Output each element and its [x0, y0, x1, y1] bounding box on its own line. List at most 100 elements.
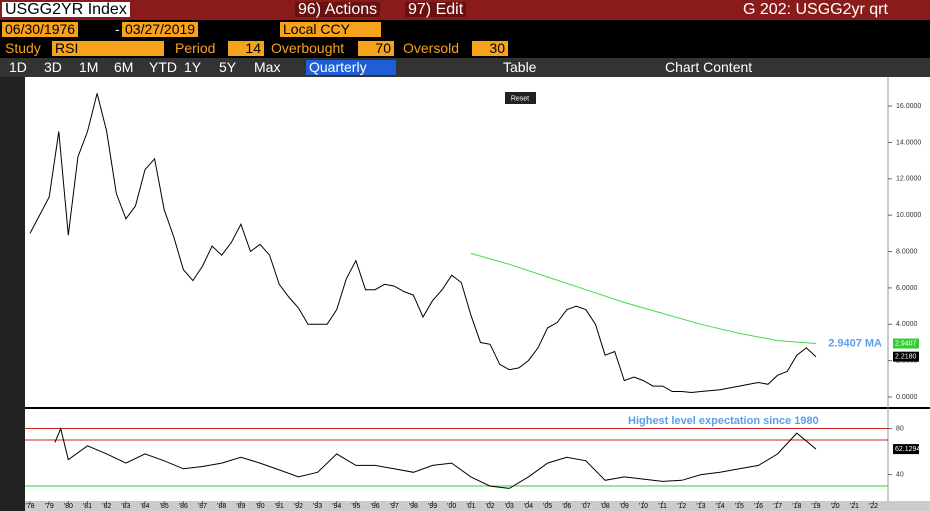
x-tick-label: '83: [121, 503, 130, 510]
x-tick-label: '84: [140, 503, 149, 510]
side-toolbar: [0, 77, 25, 511]
x-tick-label: '17: [773, 503, 782, 510]
x-tick-label: '99: [428, 503, 437, 510]
study-bar: Study RSI Period 14 Overbought 70 Overso…: [0, 39, 930, 58]
x-tick-label: '91: [275, 503, 284, 510]
series-line: [29, 93, 817, 394]
study[interactable]: RSI: [52, 41, 164, 56]
x-tick-label: '11: [658, 503, 667, 510]
last-value-tag: [893, 338, 919, 349]
y-tick-label: 10.0000: [896, 212, 921, 219]
y-tick-label: 6.0000: [896, 285, 918, 292]
ticker[interactable]: USGG2YR Index: [2, 2, 130, 18]
x-tick-label: '00: [447, 503, 456, 510]
last-value-label: 2.9407: [895, 340, 917, 347]
oversold[interactable]: 30: [472, 41, 508, 56]
x-tick-label: '04: [524, 503, 533, 510]
series-line: [54, 427, 817, 489]
last-value-label: 62.1294: [895, 446, 920, 453]
range-button[interactable]: 1Y: [184, 59, 202, 75]
x-tick-label: '06: [562, 503, 571, 510]
x-tick-label: '12: [677, 503, 686, 510]
x-tick-label: '15: [735, 503, 744, 510]
x-tick-label: '03: [505, 503, 514, 510]
x-tick-label: '86: [179, 503, 188, 510]
reset-button[interactable]: [505, 92, 536, 104]
actions-menu[interactable]: 96) Actions: [295, 2, 381, 18]
x-tick-label: '96: [370, 503, 379, 510]
range-button[interactable]: 1M: [79, 59, 99, 75]
y-tick-label: 4.0000: [896, 321, 918, 328]
x-tick-label: '09: [620, 503, 629, 510]
overbought-label: Overbought: [271, 40, 345, 56]
x-tick-label: '02: [486, 503, 495, 510]
x-tick-label: '98: [409, 503, 418, 510]
x-tick-label: '79: [45, 503, 54, 510]
x-tick-label: '88: [217, 503, 226, 510]
range-bar: Quarterly Table Chart Content 1D 3D 1M 6M YT…: [0, 58, 930, 77]
x-tick-label: '08: [601, 503, 610, 510]
title-bar: USGG2YR Index 96) Actions 97) Edit G 202…: [0, 0, 930, 20]
frequency[interactable]: Quarterly: [306, 60, 396, 75]
x-tick-label: '18: [792, 503, 801, 510]
range-button[interactable]: 5Y: [219, 59, 237, 75]
x-tick-label: '92: [294, 503, 303, 510]
range-button[interactable]: 3D: [44, 59, 62, 75]
y-tick-label: 16.0000: [896, 103, 921, 110]
x-tick-label: '20: [831, 503, 840, 510]
x-tick-label: '95: [351, 503, 360, 510]
x-tick-label: '87: [198, 503, 207, 510]
x-tick-label: '97: [390, 503, 399, 510]
range-button[interactable]: 1D: [9, 59, 27, 75]
y-tick-label: 8.0000: [896, 248, 918, 255]
range-button[interactable]: 6M: [114, 59, 134, 75]
y-tick-label: 14.0000: [896, 139, 921, 146]
annotation: Highest level expectation since 1980: [628, 415, 819, 427]
page-title: G 202: USGG2yr qrt: [743, 1, 888, 18]
x-axis-band: [25, 501, 930, 511]
end-date[interactable]: 03/27/2019: [122, 22, 199, 37]
x-tick-label: '14: [716, 503, 725, 510]
table-button[interactable]: Table: [503, 59, 537, 75]
x-tick-label: '82: [102, 503, 111, 510]
range-button[interactable]: YTD: [149, 59, 177, 75]
x-tick-label: '22: [869, 503, 878, 510]
x-tick-label: '85: [160, 503, 169, 510]
x-tick-label: '80: [64, 503, 73, 510]
overbought[interactable]: 70: [358, 41, 394, 56]
chart-content[interactable]: Chart Content: [665, 59, 753, 75]
x-tick-label: '94: [332, 503, 341, 510]
last-value-tag: [893, 351, 919, 362]
x-tick-label: '01: [466, 503, 475, 510]
x-tick-label: '16: [754, 503, 763, 510]
series-line: [470, 252, 817, 344]
period[interactable]: 14: [228, 41, 264, 56]
period-label: Period: [175, 40, 216, 56]
edit-menu[interactable]: 97) Edit: [405, 2, 467, 18]
x-tick-label: '78: [25, 503, 34, 510]
y-tick-label: 12.0000: [896, 176, 921, 183]
reset-label[interactable]: Reset: [511, 95, 529, 102]
study-label: Study: [5, 40, 41, 56]
y-tick-label: 0.0000: [896, 394, 918, 401]
x-tick-label: '10: [639, 503, 648, 510]
y-tick-label: 40: [896, 471, 904, 478]
y-tick-label: 80: [896, 425, 904, 432]
last-value-tag: [893, 444, 919, 455]
x-tick-label: '13: [696, 503, 705, 510]
date-bar: 06/30/1976 - 03/27/2019 Local CCY: [0, 20, 930, 39]
x-tick-label: '93: [313, 503, 322, 510]
start-date[interactable]: 06/30/1976: [2, 22, 79, 37]
oversold-label: Oversold: [403, 40, 460, 56]
range-button[interactable]: Max: [254, 59, 281, 75]
x-tick-label: '21: [850, 503, 859, 510]
sep: -: [115, 21, 120, 37]
x-tick-label: '19: [811, 503, 820, 510]
currency[interactable]: Local CCY: [280, 22, 381, 37]
price-panel: [25, 77, 930, 407]
last-value-label: 2.2180: [895, 354, 917, 361]
x-tick-label: '90: [255, 503, 264, 510]
x-tick-label: '89: [236, 503, 245, 510]
